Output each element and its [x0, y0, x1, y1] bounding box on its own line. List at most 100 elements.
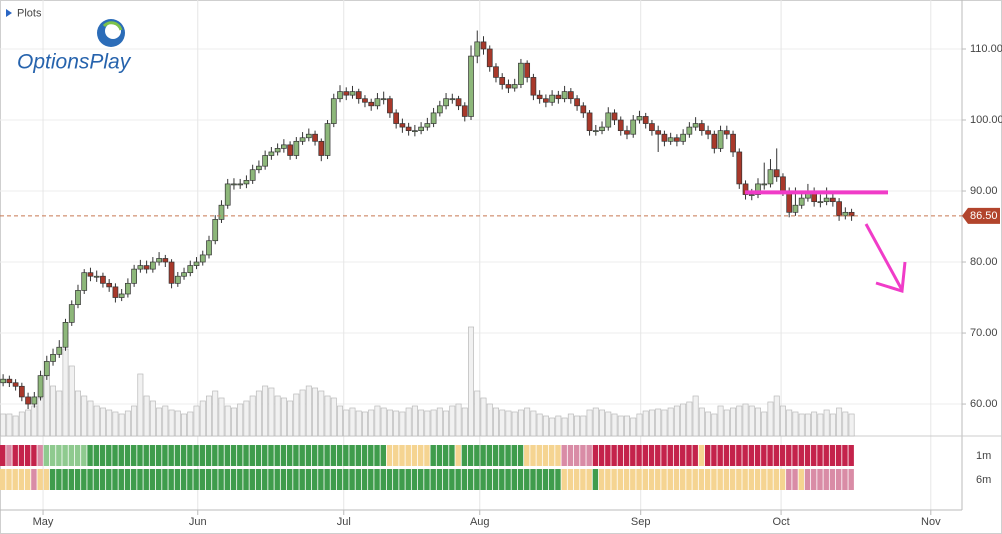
- candle-body: [599, 126, 605, 132]
- volume-bar: [0, 413, 7, 437]
- volume-bar: [405, 407, 412, 437]
- candle-body: [767, 169, 774, 185]
- heat-cell: [324, 469, 330, 490]
- heat-cell: [754, 469, 761, 490]
- heat-cell: [355, 469, 362, 490]
- heat-cell: [486, 469, 493, 490]
- heat-cell: [792, 445, 798, 466]
- heat-cell: [62, 445, 68, 466]
- heat-cell: [311, 469, 318, 490]
- heat-cell: [717, 469, 723, 490]
- candle-body: [830, 197, 836, 203]
- heat-cell: [835, 469, 842, 490]
- heat-cell: [330, 469, 337, 490]
- candle-body: [368, 101, 375, 107]
- heat-cell: [748, 445, 755, 466]
- volume-bar: [368, 409, 375, 437]
- candle-body: [355, 91, 362, 100]
- volume-bar: [717, 405, 724, 437]
- candle-body: [43, 361, 50, 376]
- y-tick-label: 70.00: [970, 327, 998, 339]
- heat-cell: [243, 445, 249, 466]
- heat-cell: [555, 469, 561, 490]
- heat-cell: [711, 445, 717, 466]
- candle-body: [293, 140, 300, 156]
- candle-body: [773, 169, 780, 178]
- candle-body: [536, 94, 543, 100]
- volume-bar: [237, 403, 244, 437]
- heat-cell: [405, 469, 411, 490]
- candle-body: [780, 176, 786, 192]
- heat-cell: [137, 445, 143, 466]
- volume-bar: [93, 405, 100, 437]
- candle-body: [617, 119, 624, 132]
- heat-cell: [31, 469, 37, 490]
- volume-bar: [243, 400, 250, 437]
- candle-body: [511, 84, 518, 89]
- heat-cell: [692, 469, 698, 490]
- heat-cell: [786, 469, 792, 490]
- heat-cell: [835, 445, 842, 466]
- heat-cell: [168, 469, 174, 490]
- heat-cell: [598, 469, 605, 490]
- heat-cell: [43, 445, 50, 466]
- volume-bar: [6, 413, 13, 437]
- heat-cell: [24, 445, 31, 466]
- heat-cell: [74, 445, 81, 466]
- heat-cell: [661, 445, 667, 466]
- heat-cell: [673, 445, 680, 466]
- heat-cell: [112, 445, 118, 466]
- candle-body: [187, 265, 194, 274]
- volume-bar: [449, 405, 456, 437]
- candle-body: [50, 353, 56, 362]
- heat-cell: [736, 445, 742, 466]
- volume-bar: [493, 407, 499, 437]
- volume-bar: [312, 387, 319, 437]
- volume-bar: [380, 407, 387, 437]
- heat-cell: [180, 469, 187, 490]
- heat-cell: [848, 469, 854, 490]
- heat-cell: [361, 445, 368, 466]
- volume-bar: [12, 415, 19, 437]
- heat-cell: [792, 469, 798, 490]
- heat-cell: [748, 469, 755, 490]
- heat-cell: [243, 469, 249, 490]
- volume-bar: [212, 390, 219, 437]
- candle-body: [430, 112, 437, 124]
- heat-cell: [24, 469, 31, 490]
- candle-body: [842, 211, 849, 217]
- heat-cell: [698, 469, 705, 490]
- volume-bar: [705, 411, 712, 437]
- volume-bar: [50, 385, 56, 437]
- candle-body: [112, 286, 119, 298]
- heat-cell: [761, 445, 767, 466]
- heat-cell: [754, 445, 761, 466]
- heat-cell: [330, 445, 337, 466]
- volume-bar: [611, 413, 618, 437]
- heat-cell: [318, 445, 324, 466]
- heat-cell: [187, 469, 193, 490]
- heat-cell: [386, 469, 393, 490]
- candle-body: [761, 183, 768, 186]
- volume-bar: [842, 411, 849, 437]
- heat-cell: [592, 469, 599, 490]
- heat-cell: [536, 445, 542, 466]
- heat-cell: [436, 445, 443, 466]
- y-tick-label: 110.00: [970, 43, 1002, 55]
- candle-body: [723, 130, 730, 135]
- heat-cell: [742, 445, 748, 466]
- candle-body: [193, 261, 200, 266]
- candle-body: [636, 116, 643, 121]
- candle-body: [87, 272, 94, 277]
- candle-body: [318, 140, 325, 156]
- plots-menu[interactable]: Plots: [6, 7, 42, 19]
- candle-body: [424, 123, 431, 128]
- volume-bar: [686, 401, 693, 437]
- arrow-head: [875, 261, 907, 293]
- menu-label[interactable]: Plots: [17, 7, 42, 19]
- heat-cell: [112, 469, 118, 490]
- candle-body: [405, 126, 412, 132]
- heat-cell: [286, 445, 293, 466]
- volume-bar: [199, 400, 206, 437]
- arrow-shaft: [864, 223, 904, 291]
